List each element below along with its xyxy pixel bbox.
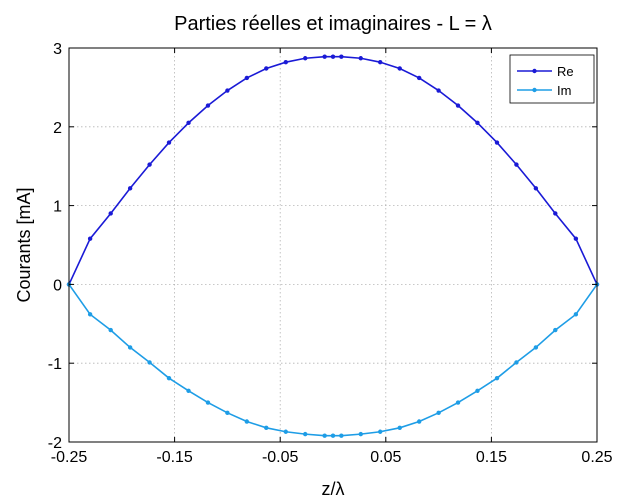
data-point-im [330,433,336,438]
data-point-im [436,410,441,416]
data-point-re [358,56,363,61]
data-point-re [330,54,336,59]
data-point-im [339,433,344,438]
data-point-im [186,388,191,393]
data-point-im [573,312,579,317]
legend-entries: Re Im [517,64,574,98]
y-tick-label: 2 [53,120,62,137]
y-tick-label: -2 [48,435,62,452]
data-point-re [378,59,383,65]
legend-label-re: Re [557,64,574,79]
data-point-re [494,140,500,145]
data-point-re [205,103,211,108]
chart-title: Parties réelles et imaginaires - L = λ [174,13,492,35]
x-tick-label: 0.25 [581,449,612,466]
data-point-im [244,419,250,424]
data-point-re [303,56,308,61]
data-point-re [397,66,402,71]
data-point-im [553,327,558,333]
data-point-re [322,54,327,59]
data-point-re [264,66,269,71]
data-point-re [166,140,172,145]
data-point-re [283,59,288,65]
legend: Re Im [509,54,595,104]
data-point-re [573,236,579,241]
data-point-im [108,327,113,333]
data-point-im [127,345,133,350]
data-point-im [514,360,519,365]
data-point-re [127,186,133,191]
data-point-im [397,425,402,431]
data-point-re [147,162,152,167]
data-point-im [358,431,363,437]
data-point-re [553,211,558,216]
data-point-re [475,120,480,126]
data-point-im [205,400,211,405]
x-axis-label: z/λ [321,479,344,499]
legend-marker-im [532,87,537,93]
data-point-re [225,88,230,93]
legend-box [509,54,595,104]
data-point-im [264,425,269,431]
data-point-im [475,388,480,393]
y-tick-label: 1 [53,199,62,216]
data-point-im [166,375,172,381]
data-point-im [416,419,422,424]
data-point-re [244,75,250,81]
data-point-im [378,429,383,434]
data-point-re [186,120,191,126]
y-axis-label: Courants [mA] [14,187,34,302]
x-tick-label: -0.05 [262,449,299,466]
tick-layer: -0.25 -0.15 -0.05 0.05 0.15 0.25 -2 -1 0 1 2 3 [48,41,613,466]
data-point-im [533,345,539,350]
y-tick-label: 3 [53,41,62,58]
data-point-im [283,429,288,434]
data-point-im [455,400,461,405]
plot-frame [68,47,598,443]
x-tick-label: -0.15 [156,449,193,466]
data-point-im [147,360,152,365]
x-tick-label: -0.25 [51,449,88,466]
data-point-re [339,54,344,59]
data-point-re [108,211,113,216]
data-point-re [533,186,539,191]
data-point-im [494,375,500,381]
data-point-re [416,75,422,81]
data-point-re [87,236,93,241]
x-tick-label: 0.05 [370,449,401,466]
x-tick-label: 0.15 [476,449,507,466]
legend-label-im: Im [557,83,571,98]
y-tick-label: -1 [48,356,62,373]
data-point-im [87,312,93,317]
plot-area [69,48,597,442]
data-point-im [225,410,230,416]
data-point-re [455,103,461,108]
data-point-re [514,162,519,167]
data-point-im [303,431,308,437]
data-point-re [436,88,441,93]
y-tick-label: 0 [53,277,62,294]
legend-marker-re [532,68,537,74]
series-layer [66,54,600,438]
data-point-im [322,433,327,438]
